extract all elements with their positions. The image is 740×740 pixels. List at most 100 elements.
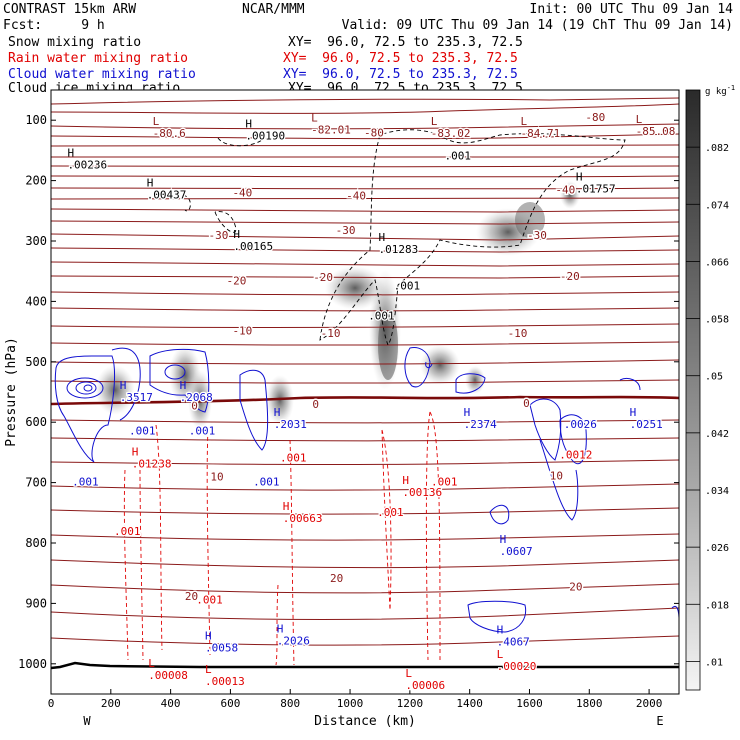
cloud-ice-contours [182, 129, 626, 346]
temperature-contour-label: -10 [321, 327, 341, 340]
freezing-level-line [51, 395, 679, 406]
extremum-kind: H [132, 445, 139, 458]
x-right-end-label: E [656, 714, 663, 728]
contour-value-label: .001 [129, 424, 156, 437]
temperature-contour-label: -10 [232, 324, 252, 337]
contour-value-label: .001 [280, 451, 307, 464]
extremum-value: .00136 [402, 486, 442, 499]
contour-value-label: .001 [253, 476, 280, 489]
x-tick-label: 800 [280, 697, 300, 710]
colorbar-unit: g kg-1 [705, 84, 735, 97]
extremum-kind: L [153, 115, 160, 128]
extremum-kind: L [311, 111, 318, 124]
field-rain-xy: XY= 96.0, 72.5 to 235.3, 72.5 [283, 51, 518, 66]
temperature-contour-label: 10 [550, 469, 563, 482]
y-tick-label: 800 [25, 536, 47, 550]
contour-value-label: .001 [394, 279, 421, 292]
x-tick-label: 1200 [397, 697, 424, 710]
x-tick-label: 0 [48, 697, 55, 710]
extremum-kind: H [233, 228, 240, 241]
extremum-kind: L [148, 657, 155, 670]
x-tick-label: 400 [161, 697, 181, 710]
extremum-kind: L [521, 115, 528, 128]
x-tick-label: 2000 [636, 697, 663, 710]
extremum-kind: H [147, 177, 154, 190]
extremum-value: .00020 [497, 660, 537, 673]
extremum-value: .0058 [205, 642, 238, 655]
extremum-value: .01757 [576, 183, 616, 196]
extremum-value: .00006 [405, 679, 445, 692]
init-time: Init: 00 UTC Thu 09 Jan 14 [530, 2, 734, 17]
field-snow-name: Snow mixing ratio [8, 35, 141, 50]
contour-value-label: .001 [431, 476, 458, 489]
temperature-contour-label: -80 [585, 111, 605, 124]
colorbar-tick-label: .058 [705, 315, 729, 326]
rain-water-contours [123, 411, 441, 666]
colorbar-tick-label: .066 [705, 257, 729, 268]
contour-value-label: .0012 [559, 448, 592, 461]
y-tick-label: 700 [25, 476, 47, 490]
extremum-value: .00165 [233, 240, 273, 253]
x-axis-title: Distance (km) [314, 714, 416, 729]
extremum-kind: H [120, 379, 127, 392]
extremum-value: .2026 [277, 634, 310, 647]
extremum-value: .2374 [464, 418, 497, 431]
temperature-contour-label: 20 [185, 590, 198, 603]
x-tick-label: 1000 [337, 697, 364, 710]
extrema-labels: L-80.6L-82.01L-83.02L-84.71L-85.08H.0023… [66, 111, 676, 693]
colorbar-tick-label: .05 [705, 372, 723, 383]
contour-value-label: .001 [196, 593, 223, 606]
colorbar-tick-label: .01 [705, 657, 723, 668]
extremum-value: .0607 [500, 545, 533, 558]
extremum-value: .3517 [120, 391, 153, 404]
colorbar-tick-label: .034 [705, 486, 729, 497]
extremum-kind: H [630, 406, 637, 419]
contour-value-labels: .001.001.001.001.001.001.001.001.001.001… [71, 148, 598, 607]
y-tick-label: 100 [25, 113, 47, 127]
temperature-contour-label: -30 [527, 229, 547, 242]
x-tick-label: 1600 [516, 697, 543, 710]
extremum-kind: H [274, 406, 281, 419]
model-name: CONTRAST 15km ARW [3, 2, 136, 17]
temperature-contour-label: -40 [555, 184, 575, 197]
x-tick-label: 1400 [456, 697, 483, 710]
extremum-kind: H [180, 379, 187, 392]
extremum-value: .2068 [180, 391, 213, 404]
field-cloud-water-name: Cloud water mixing ratio [8, 67, 196, 82]
extremum-value: .01238 [132, 457, 172, 470]
extremum-value: .00013 [205, 675, 245, 688]
y-tick-label: 1000 [18, 657, 47, 671]
extremum-value: -84.71 [521, 127, 561, 140]
temperature-contour-label: 20 [330, 572, 343, 585]
valid-time: Valid: 09 UTC Thu 09 Jan 14 (19 ChT Thu … [342, 18, 733, 33]
temperature-labels: -80 -80 -40 -40 -40 -30 -30 -30 -20 -20 -20 -10 -10 -… [183, 110, 606, 605]
extremum-kind: H [277, 622, 284, 635]
colorbar: .082 .074 .066 .058 .05 .042 .034 .026 .018 .01 g… [685, 84, 735, 691]
extremum-kind: H [500, 533, 507, 546]
extremum-value: .0251 [630, 418, 663, 431]
colorbar-tick-label: .074 [705, 200, 729, 211]
temperature-contour-label: 0 [523, 397, 530, 410]
y-tick-label: 900 [25, 596, 47, 610]
y-tick-label: 400 [25, 294, 47, 308]
extremum-value: -80.6 [153, 127, 186, 140]
temperature-contour-label: -30 [336, 224, 356, 237]
extremum-value: .2031 [274, 418, 307, 431]
colorbar-tick-label: .018 [705, 600, 729, 611]
x-tick-label: 200 [101, 697, 121, 710]
extremum-kind: H [67, 146, 74, 159]
temperature-contour-label: -40 [232, 187, 252, 200]
extremum-kind: H [402, 474, 409, 487]
extremum-value: .00236 [67, 158, 107, 171]
temperature-contour-label: -30 [209, 229, 229, 242]
contour-value-label: .001 [444, 149, 471, 162]
cloud-water-contours [54, 347, 679, 633]
colorbar-tick-label: .026 [705, 543, 729, 554]
colorbar-tick-label: .082 [705, 143, 729, 154]
field-snow-xy: XY= 96.0, 72.5 to 235.3, 72.5 [288, 35, 523, 50]
extremum-value: -82.01 [311, 123, 351, 136]
y-tick-label: 200 [25, 174, 47, 188]
x-left-end-label: W [83, 714, 91, 728]
